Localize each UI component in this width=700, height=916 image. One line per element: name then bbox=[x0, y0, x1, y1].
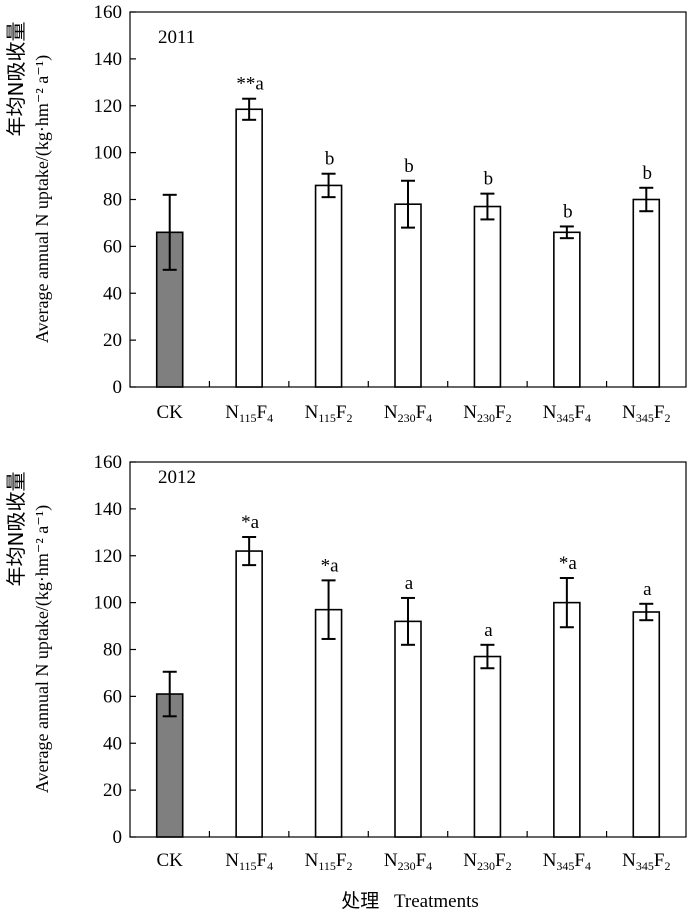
panel-title: 2012 bbox=[158, 467, 196, 488]
x-tick-label: N345F2 bbox=[622, 850, 670, 873]
y-tick-label: 40 bbox=[103, 283, 122, 304]
significance-label: b bbox=[643, 163, 653, 184]
x-tick-label: N230F2 bbox=[463, 850, 511, 873]
bar bbox=[235, 108, 263, 388]
significance-label: a bbox=[643, 579, 652, 600]
significance-label: b bbox=[325, 149, 335, 170]
significance-label: *a bbox=[321, 555, 340, 576]
x-tick-label: N115F4 bbox=[225, 402, 273, 425]
bar bbox=[632, 611, 661, 838]
x-tick-label: N345F4 bbox=[543, 850, 591, 873]
bar bbox=[632, 198, 661, 388]
x-axis-title-cn: 处理 bbox=[341, 890, 379, 912]
bar bbox=[155, 693, 184, 838]
y-axis-title: 年均N吸收量 Average annual N uptake/(kg·hm⁻² a… bbox=[4, 22, 53, 344]
y-tick-label: 20 bbox=[103, 330, 122, 351]
x-tick-label: N115F2 bbox=[305, 850, 353, 873]
bar bbox=[394, 620, 422, 838]
y-tick-label: 140 bbox=[94, 499, 123, 520]
y-tick-label: 140 bbox=[94, 49, 123, 70]
y-tick-label: 160 bbox=[94, 2, 123, 23]
y-axis-title: 年均N吸收量 Average annual N uptake/(kg·hm⁻² a… bbox=[4, 472, 53, 794]
x-tick-label: N230F4 bbox=[384, 850, 432, 873]
panel-2011: 0 20 40 60 80 100 120 140 160 2011 CK **a N115F4 b N11… bbox=[4, 2, 687, 425]
y-tick-label: 120 bbox=[94, 546, 123, 567]
y-tick-label: 100 bbox=[94, 593, 123, 614]
x-tick-label: CK bbox=[157, 850, 184, 871]
x-tick-label: N230F2 bbox=[463, 402, 511, 425]
x-tick-label: CK bbox=[157, 402, 184, 423]
y-tick-label: 0 bbox=[113, 827, 123, 848]
y-axis-title-en: Average annual N uptake/(kg·hm⁻² a⁻¹) bbox=[32, 55, 53, 343]
significance-label: *a bbox=[559, 553, 578, 574]
x-axis-title-en: Treatments bbox=[394, 891, 479, 912]
significance-label: a bbox=[405, 573, 414, 594]
y-tick-label: 160 bbox=[94, 452, 123, 473]
significance-label: b bbox=[563, 201, 573, 222]
bar bbox=[394, 203, 422, 388]
panel-2012: 0 20 40 60 80 100 120 140 160 2012 CK *a N115F4 *a N11… bbox=[4, 452, 687, 873]
y-axis-title-cn: 年均N吸收量 bbox=[4, 22, 28, 137]
bar bbox=[553, 231, 581, 388]
x-tick-label: N345F2 bbox=[622, 402, 670, 425]
significance-label: b bbox=[484, 169, 494, 190]
x-tick-label: N115F2 bbox=[305, 402, 353, 425]
x-tick-label: N345F4 bbox=[543, 402, 591, 425]
y-axis-title-en: Average annual N uptake/(kg·hm⁻² a⁻¹) bbox=[32, 505, 53, 793]
bar bbox=[314, 608, 343, 838]
significance-label: *a bbox=[241, 512, 260, 533]
y-tick-label: 120 bbox=[94, 96, 123, 117]
y-tick-label: 0 bbox=[113, 377, 123, 398]
y-tick-label: 20 bbox=[103, 780, 122, 801]
y-axis-title-cn: 年均N吸收量 bbox=[4, 472, 28, 587]
x-tick-label: N115F4 bbox=[225, 850, 273, 873]
y-tick-label: 80 bbox=[103, 190, 122, 211]
bar bbox=[314, 184, 343, 388]
x-axis-title: 处理 Treatments bbox=[341, 890, 479, 912]
x-tick-label: N230F4 bbox=[384, 402, 432, 425]
y-tick-label: 80 bbox=[103, 640, 122, 661]
bar bbox=[235, 550, 263, 838]
y-tick-label: 60 bbox=[103, 686, 122, 707]
bar bbox=[553, 601, 581, 838]
significance-label: a bbox=[484, 620, 493, 641]
y-tick-label: 60 bbox=[103, 236, 122, 257]
y-tick-label: 40 bbox=[103, 733, 122, 754]
significance-label: b bbox=[404, 156, 414, 177]
bar bbox=[473, 655, 502, 838]
y-tick-label: 100 bbox=[94, 143, 123, 164]
significance-label: **a bbox=[236, 74, 264, 95]
panel-title: 2011 bbox=[158, 27, 195, 48]
bar bbox=[473, 205, 502, 388]
